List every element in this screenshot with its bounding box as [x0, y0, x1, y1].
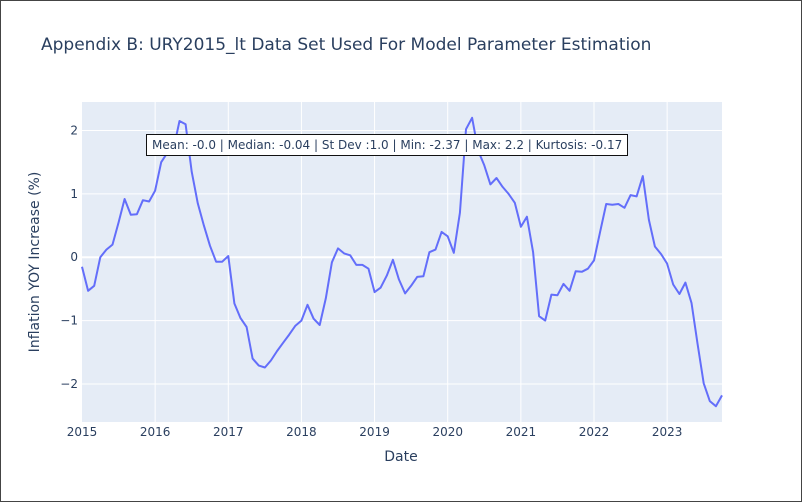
x-axis-ticks: 2015 2016 2017 2018 2019 2020 2021 2022 2023 — [67, 425, 683, 439]
x-tick-label: 2018 — [286, 425, 317, 439]
chart-title: Appendix B: URY2015_lt Data Set Used For… — [41, 35, 652, 55]
y-tick-label: −2 — [60, 377, 78, 391]
x-tick-label: 2015 — [67, 425, 98, 439]
y-axis-ticks: −2 −1 0 1 2 — [60, 124, 78, 391]
y-tick-label: 2 — [70, 124, 78, 138]
x-tick-label: 2023 — [652, 425, 683, 439]
y-tick-label: −1 — [60, 314, 78, 328]
x-tick-label: 2017 — [213, 425, 244, 439]
x-tick-label: 2019 — [359, 425, 390, 439]
x-axis-title: Date — [384, 449, 417, 465]
y-tick-label: 0 — [70, 250, 78, 264]
y-tick-label: 1 — [70, 187, 78, 201]
x-tick-label: 2020 — [432, 425, 463, 439]
x-tick-label: 2016 — [140, 425, 171, 439]
x-tick-label: 2022 — [579, 425, 610, 439]
x-tick-label: 2021 — [506, 425, 537, 439]
y-axis-title: Inflation YOY Increase (%) — [27, 172, 43, 353]
stats-annotation: Mean: -0.0 | Median: -0.04 | St Dev :1.0… — [146, 134, 629, 156]
